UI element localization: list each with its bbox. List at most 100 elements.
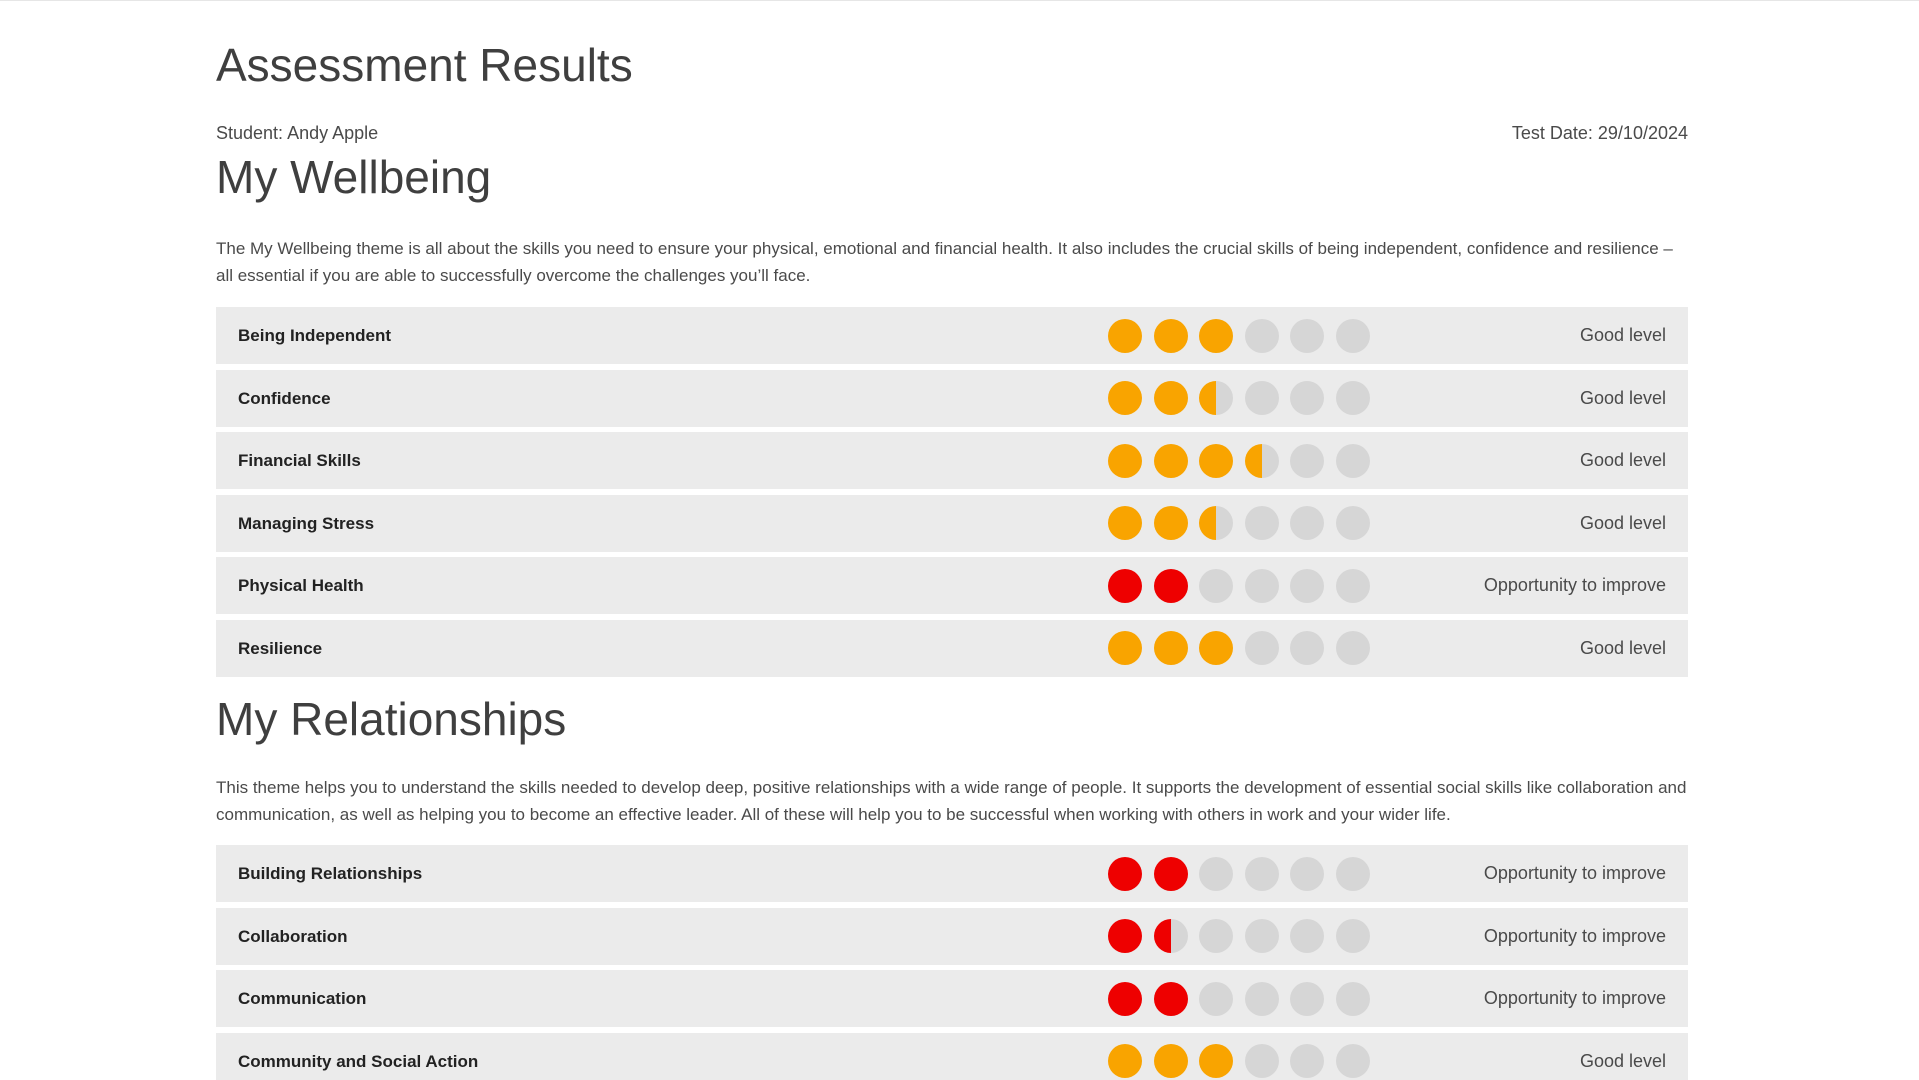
score-dot-empty xyxy=(1290,443,1324,478)
score-dot-filled xyxy=(1108,1044,1142,1078)
score-dot-empty xyxy=(1244,981,1279,1016)
score-dot-empty xyxy=(1244,506,1279,540)
score-dot-half xyxy=(1199,381,1233,415)
skill-row: Confidence Good level xyxy=(216,369,1688,427)
student-label: Student: xyxy=(216,123,284,143)
score-dot-empty xyxy=(1290,506,1324,540)
page-title: Assessment Results xyxy=(216,39,633,91)
score-dot-filled xyxy=(1108,506,1142,540)
score-dot-empty xyxy=(1199,919,1233,953)
skill-score-rating xyxy=(1108,919,1381,953)
skill-name: Community and Social Action xyxy=(238,1051,479,1071)
score-dot-filled xyxy=(1199,443,1233,478)
skill-score-rating xyxy=(1108,506,1381,540)
score-dot-empty xyxy=(1244,381,1279,415)
score-dot-empty xyxy=(1199,568,1233,603)
skill-level-label: Good level xyxy=(1579,387,1666,408)
skill-level-label: Good level xyxy=(1579,512,1666,533)
skill-row: Collaboration Opportunity to improve xyxy=(216,907,1688,965)
score-dot-filled xyxy=(1108,568,1142,603)
section-title-relationships: My Relationships xyxy=(216,693,567,745)
report-meta: Student: Andy Apple Test Date: 29/10/2024 xyxy=(216,123,1688,145)
section-description-relationships: This theme helps you to understand the s… xyxy=(216,778,1687,824)
skill-name: Managing Stress xyxy=(238,513,375,533)
score-dot-filled xyxy=(1153,1044,1188,1078)
skill-score-rating xyxy=(1108,856,1381,891)
student-name: Andy Apple xyxy=(287,123,379,143)
score-dot-filled xyxy=(1199,631,1233,665)
score-dot-empty xyxy=(1290,856,1324,891)
score-dot-empty xyxy=(1335,506,1370,540)
skill-name: Physical Health xyxy=(238,576,364,595)
skill-level-label: Opportunity to improve xyxy=(1483,988,1666,1008)
score-dot-empty xyxy=(1335,919,1370,953)
score-dot-filled xyxy=(1153,856,1188,891)
skill-score-rating xyxy=(1108,1044,1381,1078)
skill-row: Building Relationships Opportunity to imp… xyxy=(216,845,1688,902)
score-dot-filled xyxy=(1108,919,1142,953)
skill-score-rating xyxy=(1108,318,1381,353)
test-date-label: Test Date: xyxy=(1511,123,1593,143)
score-dot-empty xyxy=(1335,568,1370,603)
score-dot-filled xyxy=(1153,631,1188,665)
score-dot-empty xyxy=(1290,318,1324,353)
skill-level-label: Opportunity to improve xyxy=(1483,925,1666,946)
score-dot-empty xyxy=(1335,856,1370,891)
skill-list-relationships: Building Relationships Opportunity to imp… xyxy=(216,845,1688,1080)
student-info: Student: Andy Apple xyxy=(216,123,378,144)
skill-score-rating xyxy=(1108,631,1381,665)
skill-name: Building Relationships xyxy=(238,864,423,883)
score-dot-empty xyxy=(1335,631,1370,665)
skill-name: Confidence xyxy=(238,388,331,408)
skill-name: Communication xyxy=(238,989,367,1008)
score-dot-filled xyxy=(1108,381,1142,415)
score-dot-empty xyxy=(1199,981,1233,1016)
score-dot-empty xyxy=(1244,856,1279,891)
skill-score-rating xyxy=(1108,381,1381,415)
section-title-wellbeing: My Wellbeing xyxy=(216,151,492,203)
score-dot-filled xyxy=(1108,443,1142,478)
skill-row: Financial Skills Good level xyxy=(216,432,1688,489)
score-dot-empty xyxy=(1244,1044,1279,1078)
score-dot-filled xyxy=(1199,1044,1233,1078)
skill-level-label: Good level xyxy=(1579,325,1666,345)
score-dot-filled xyxy=(1153,568,1188,603)
skill-level-label: Opportunity to improve xyxy=(1483,863,1666,883)
score-dot-filled xyxy=(1153,981,1188,1016)
skill-score-rating xyxy=(1108,443,1381,478)
score-dot-empty xyxy=(1290,381,1324,415)
score-dot-filled xyxy=(1108,856,1142,891)
score-dot-empty xyxy=(1335,981,1370,1016)
score-dot-filled xyxy=(1153,506,1188,540)
score-dot-filled xyxy=(1199,318,1233,353)
score-dot-empty xyxy=(1199,856,1233,891)
score-dot-half xyxy=(1199,506,1233,540)
score-dot-empty xyxy=(1290,981,1324,1016)
skill-name: Financial Skills xyxy=(238,451,361,470)
skill-name: Being Independent xyxy=(238,326,391,345)
skill-level-label: Opportunity to improve xyxy=(1483,575,1666,595)
score-dot-empty xyxy=(1290,631,1324,665)
test-date-info: Test Date: 29/10/2024 xyxy=(1512,123,1688,144)
score-dot-empty xyxy=(1244,631,1279,665)
score-dot-empty xyxy=(1244,919,1279,953)
skill-row: Physical Health Opportunity to improve xyxy=(216,557,1688,614)
skill-row: Managing Stress Good level xyxy=(216,494,1688,552)
score-dot-half xyxy=(1153,919,1188,953)
skill-level-label: Good level xyxy=(1579,1050,1666,1071)
score-dot-empty xyxy=(1335,443,1370,478)
score-dot-empty xyxy=(1244,318,1279,353)
score-dot-filled xyxy=(1153,318,1188,353)
skill-row: Resilience Good level xyxy=(216,619,1688,677)
skill-score-rating xyxy=(1108,981,1381,1016)
skill-list-wellbeing: Being Independent Good level Confidence Goo… xyxy=(216,307,1688,682)
skill-level-label: Good level xyxy=(1579,450,1666,470)
score-dot-filled xyxy=(1108,981,1142,1016)
skill-level-label: Good level xyxy=(1579,637,1666,658)
score-dot-filled xyxy=(1153,443,1188,478)
score-dot-filled xyxy=(1108,318,1142,353)
score-dot-empty xyxy=(1335,1044,1370,1078)
score-dot-empty xyxy=(1244,568,1279,603)
skill-row: Community and Social Action Good level xyxy=(216,1032,1688,1080)
